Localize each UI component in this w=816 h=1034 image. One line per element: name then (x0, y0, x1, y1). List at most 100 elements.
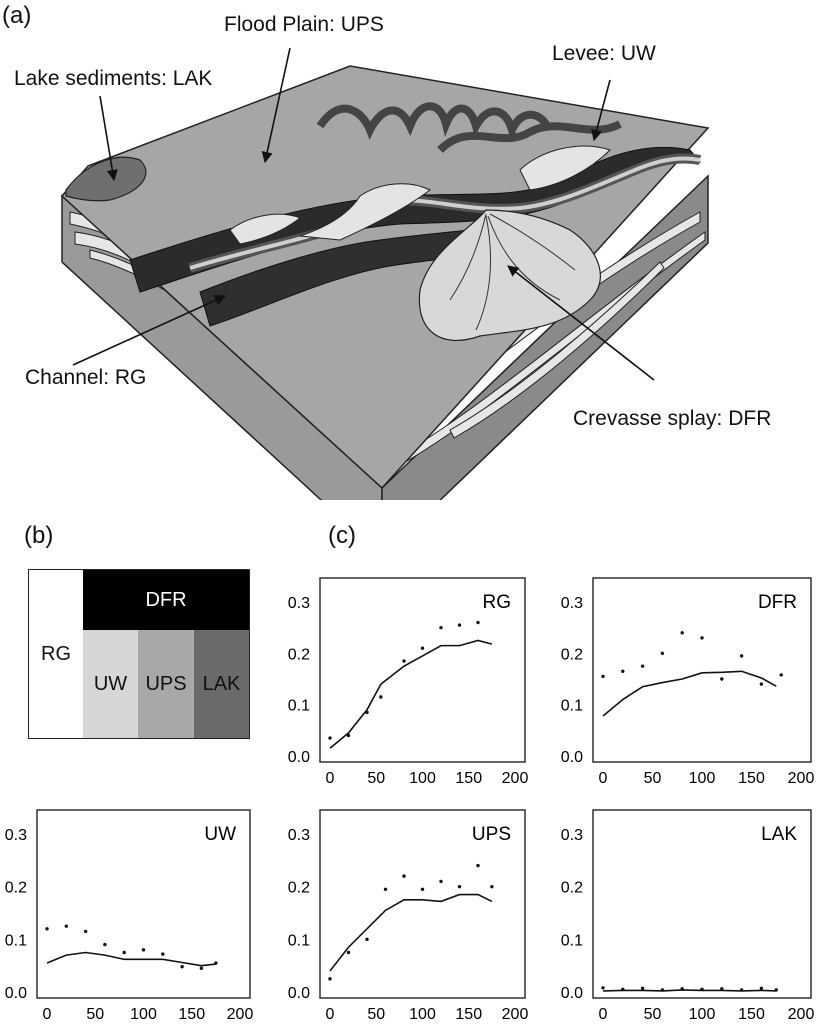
y-tick-label: 0.3 (288, 595, 310, 612)
data-point (141, 948, 146, 952)
data-point (439, 625, 443, 630)
chart-svg: DFR 0.0 0.1 0.2 0.3 0 50 100 150 200 (561, 577, 815, 787)
x-tick-label: 150 (738, 770, 765, 787)
panel-label-c: (c) (328, 522, 356, 549)
x-tick-label: 200 (502, 770, 529, 787)
panel-label-b: (b) (24, 522, 54, 549)
channel-arrow (72, 295, 227, 366)
panel-label-a: (a) (2, 2, 32, 29)
crevasse-splay-label: Crevasse splay: DFR (573, 407, 772, 430)
x-tick-label: 100 (689, 1006, 716, 1023)
chart-svg: UPS 0.0 0.1 0.2 0.3 0 50 100 150 200 (288, 809, 529, 1023)
chart-svg: LAK 0.0 0.1 0.2 0.3 0 50 100 150 200 (561, 809, 815, 1023)
data-point (383, 887, 388, 891)
data-point (621, 987, 625, 992)
data-point (476, 863, 480, 868)
y-tick-label: 0.0 (288, 749, 310, 766)
chart-title: UW (204, 824, 236, 845)
y-tick-label: 0.0 (561, 749, 583, 766)
x-tick-label: 50 (86, 1006, 104, 1023)
legend-lak: LAK (194, 630, 249, 738)
legend-ups-label: UPS (145, 672, 187, 695)
x-tick-label: 0 (599, 1006, 608, 1023)
data-point (759, 682, 764, 686)
data-point (476, 620, 480, 625)
data-point (640, 664, 645, 668)
model-line (46, 951, 216, 967)
chart-rg: RG 0.0 0.1 0.2 0.3 0 50 100 150 200 (270, 577, 530, 798)
data-point (601, 986, 605, 990)
chart-title: DFR (758, 592, 797, 613)
legend-lak-label: LAK (202, 672, 241, 695)
data-point (199, 966, 204, 970)
model-line (329, 639, 493, 749)
chart-ups: UPS 0.0 0.1 0.2 0.3 0 50 100 150 200 (270, 809, 530, 1034)
x-tick-label: 0 (326, 1006, 335, 1023)
data-point (328, 736, 332, 740)
flood-plain-label: Flood Plain: UPS (224, 13, 384, 36)
plot-frame (319, 577, 526, 763)
x-tick-label: 200 (788, 1006, 815, 1023)
data-point (161, 952, 165, 956)
data-point (45, 927, 49, 931)
plot-frame (592, 577, 812, 763)
lake-sediments-area (65, 156, 147, 202)
data-point (660, 651, 665, 656)
y-tick-label: 0.1 (288, 698, 310, 715)
y-tick-label: 0.1 (5, 932, 27, 949)
data-point (720, 677, 724, 681)
data-point (660, 988, 665, 992)
y-tick-label: 0.1 (561, 698, 583, 715)
data-point (700, 636, 704, 640)
x-tick-label: 50 (367, 770, 385, 787)
chart-title: LAK (761, 824, 797, 845)
data-point (420, 646, 425, 650)
data-point (379, 695, 383, 699)
plot-frame (36, 809, 251, 999)
y-tick-label: 0.0 (288, 985, 310, 1002)
data-point (680, 987, 684, 991)
x-tick-label: 200 (502, 1006, 529, 1023)
y-tick-label: 0.3 (5, 827, 27, 844)
x-tick-label: 200 (788, 770, 815, 787)
lake-sediments-label: Lake sediments: LAK (14, 67, 213, 90)
data-point (420, 887, 425, 891)
y-tick-label: 0.1 (288, 932, 310, 949)
data-point (365, 937, 369, 942)
data-point (346, 950, 351, 955)
x-tick-label: 200 (227, 1006, 254, 1023)
plot-frame (592, 809, 812, 999)
x-tick-label: 50 (644, 770, 662, 787)
data-point (779, 673, 783, 677)
legend-uw: UW (83, 630, 138, 738)
y-tick-label: 0.2 (561, 646, 583, 663)
y-tick-label: 0.0 (561, 985, 583, 1002)
legend-ups: UPS (138, 630, 194, 738)
y-tick-label: 0.2 (288, 880, 310, 897)
chart-title: UPS (472, 824, 511, 845)
data-point (122, 950, 126, 955)
data-point (346, 733, 351, 738)
legend-rg: RG (29, 570, 83, 738)
legend-dfr-label: DFR (145, 588, 187, 611)
facies-legend: RG DFR UW UPS LAK (28, 569, 250, 739)
levee-arrow (591, 79, 611, 142)
data-point (402, 874, 406, 878)
data-point (640, 986, 645, 991)
chart-title: RG (483, 592, 512, 613)
fluvial-block-diagram (60, 65, 710, 500)
x-tick-label: 150 (455, 1006, 482, 1023)
y-tick-label: 0.2 (561, 880, 583, 897)
flood-plain-arrow (261, 47, 291, 164)
x-tick-label: 100 (409, 770, 436, 787)
x-tick-label: 100 (689, 770, 716, 787)
data-point (601, 674, 605, 679)
data-point (759, 986, 764, 991)
model-line (602, 989, 777, 992)
crevasse-splay-channels (449, 213, 576, 331)
data-point (402, 659, 406, 663)
chart-lak: LAK 0.0 0.1 0.2 0.3 0 50 100 150 200 (545, 809, 816, 1034)
x-tick-label: 150 (178, 1006, 205, 1023)
model-line (602, 670, 777, 717)
channel-label: Channel: RG (25, 366, 147, 389)
